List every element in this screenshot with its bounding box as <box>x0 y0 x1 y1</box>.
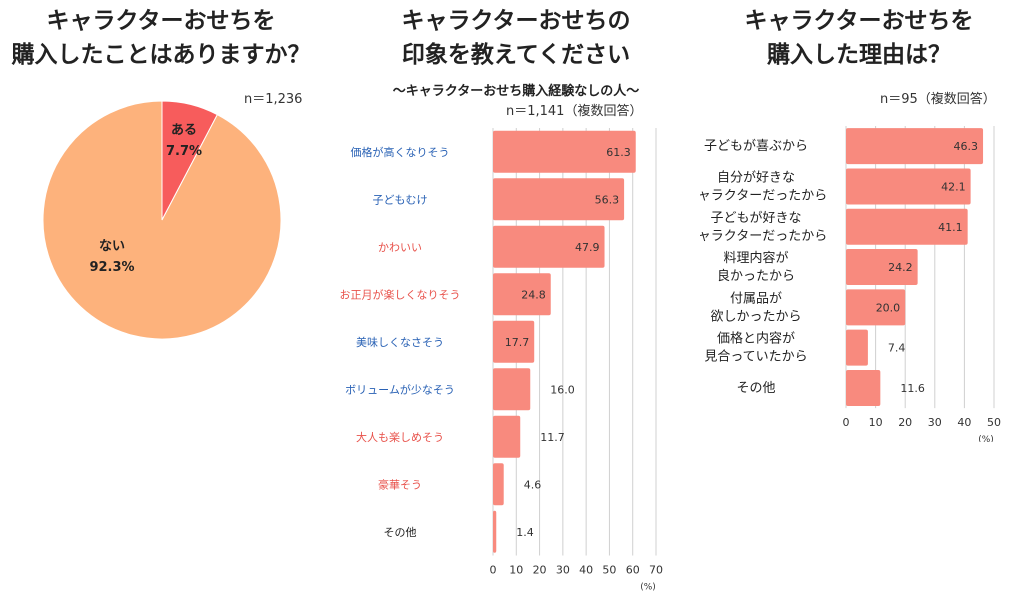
pie-slice-value: 7.7% <box>166 144 202 159</box>
category-label: かわいい <box>378 241 422 254</box>
category-label: お正月が楽しくなりそう <box>340 287 461 301</box>
bar-value-label: 24.8 <box>521 288 546 301</box>
bar-value-label: 41.1 <box>938 221 963 234</box>
x-tick-label: 60 <box>626 564 640 577</box>
unit-label: (%) <box>978 435 994 442</box>
pie-slice-label: ある <box>171 123 197 138</box>
impression-subtitle: 〜キャラクターおせち購入経験なしの人〜 <box>392 84 640 99</box>
x-tick-label: 40 <box>957 416 971 429</box>
bar <box>493 273 551 316</box>
bar <box>846 369 881 406</box>
x-tick-label: 20 <box>898 416 912 429</box>
bar <box>493 368 531 411</box>
impression-title: キャラクターおせちの 印象を教えてください <box>332 4 700 72</box>
category-label: 料理内容が <box>723 250 788 266</box>
x-tick-label: 50 <box>602 564 616 577</box>
category-label: 美味しくなさそう <box>356 336 444 349</box>
x-tick-label: 0 <box>843 416 850 429</box>
category-label: その他 <box>736 381 775 396</box>
pie-title: キャラクターおせちを 購入したことはありますか？ <box>0 4 322 72</box>
category-label: ボリュームが少なそう <box>345 382 455 396</box>
bar <box>846 289 906 326</box>
category-label: キャラクターだったから <box>700 229 827 244</box>
bar <box>493 510 497 553</box>
bar <box>493 130 636 173</box>
x-tick-label: 10 <box>869 416 883 429</box>
pie-title-line2: 購入したことはありますか？ <box>11 42 311 68</box>
bar <box>493 463 504 506</box>
x-tick-label: 50 <box>987 416 1001 429</box>
category-label: 欲しかったから <box>710 308 801 324</box>
pie-n-label: n＝1,236 <box>244 92 303 107</box>
impression-bar-chart: 0 10 20 30 40 50 60 70 (%) 61.3 価格が高くなりそう 56.3 子どもむけ… <box>340 128 663 592</box>
category-label: その他 <box>384 526 417 539</box>
x-tick-label: 40 <box>579 564 593 577</box>
bar-value-label: 24.2 <box>888 261 913 274</box>
bar-value-label: 1.4 <box>516 526 534 539</box>
category-label: 見合っていたから <box>704 350 807 365</box>
bar-value-label: 61.3 <box>606 146 631 159</box>
x-tick-label: 20 <box>533 564 547 577</box>
bar-value-label: 7.4 <box>888 342 906 355</box>
bar-value-label: 42.1 <box>941 180 966 193</box>
category-label: 大人も楽しめそう <box>356 430 444 444</box>
x-tick-label: 0 <box>490 564 497 577</box>
reason-title: キャラクターおせちを 購入した理由は？ <box>694 4 1024 72</box>
bar <box>493 225 605 268</box>
bar-value-label: 11.6 <box>900 382 925 395</box>
bar <box>846 168 971 205</box>
bar-value-label: 47.9 <box>575 241 600 254</box>
reason-title-line2: 購入した理由は？ <box>767 42 951 68</box>
category-label: 豪華そう <box>378 477 422 491</box>
category-label: 子どもが好きな <box>710 211 801 226</box>
pie-slice-label: ない <box>99 239 125 254</box>
reason-n-label: n＝95（複数回答） <box>880 92 996 107</box>
category-label: 子どもが喜ぶから <box>704 139 808 154</box>
bar <box>846 249 918 286</box>
bar-value-label: 46.3 <box>954 140 979 153</box>
bar-value-label: 16.0 <box>550 383 575 396</box>
bar <box>493 320 535 363</box>
x-tick-label: 10 <box>509 564 523 577</box>
x-tick-label: 30 <box>556 564 570 577</box>
impression-n-label: n＝1,141（複数回答） <box>506 104 643 119</box>
pie-chart: ある 7.7% ない 92.3% <box>42 100 282 340</box>
bar <box>493 415 521 458</box>
unit-label: (%) <box>640 583 656 592</box>
bar <box>846 329 868 366</box>
category-label: キャラクターだったから <box>700 188 827 203</box>
x-tick-label: 30 <box>928 416 942 429</box>
bar-value-label: 11.7 <box>540 431 565 444</box>
category-label: 価格が高くなりそう <box>351 145 450 159</box>
impression-title-line1: キャラクターおせちの <box>401 8 631 34</box>
bar <box>846 128 984 165</box>
category-label: 付属品が <box>730 291 782 306</box>
impression-title-line2: 印象を教えてください <box>401 42 631 68</box>
pie-title-line1: キャラクターおせちを <box>46 8 276 34</box>
category-label: 子どもむけ <box>373 193 428 206</box>
pie-slice <box>42 100 282 340</box>
category-label: 価格と内容が <box>717 331 795 347</box>
bar <box>846 208 968 245</box>
bar-value-label: 17.7 <box>505 336 530 349</box>
bar-value-label: 4.6 <box>524 478 542 491</box>
bar <box>493 178 625 221</box>
category-label: 自分が好きな <box>717 170 795 185</box>
x-tick-label: 70 <box>649 564 663 577</box>
bar-value-label: 56.3 <box>595 193 620 206</box>
reason-bar-chart: 0 10 20 30 40 50 (%) 46.3 子どもが喜ぶから 42.1 自分が好きなキャラク… <box>700 126 1001 442</box>
pie-slice-value: 92.3% <box>89 260 134 275</box>
bar-value-label: 20.0 <box>876 301 901 314</box>
category-label: 良かったから <box>717 268 795 284</box>
reason-title-line1: キャラクターおせちを <box>744 8 974 34</box>
